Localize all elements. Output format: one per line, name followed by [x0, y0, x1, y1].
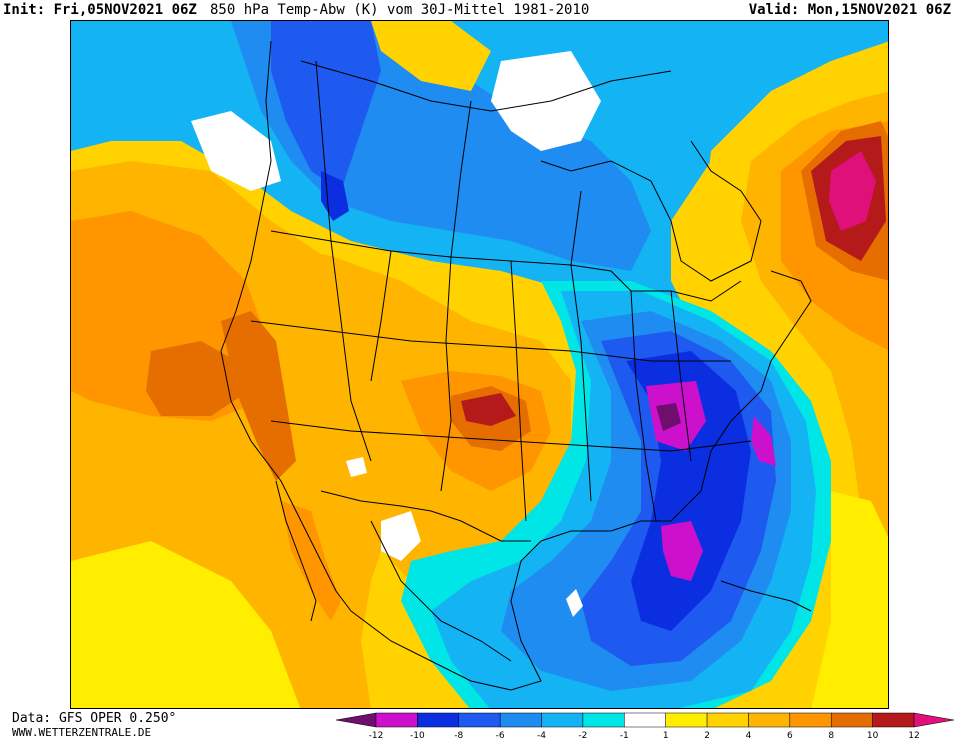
- legend-tick-label: -10: [410, 731, 425, 740]
- legend-tick-label: 4: [746, 731, 752, 740]
- coastline-baja: [275, 480, 317, 622]
- legend-tick-label: 1: [663, 731, 669, 740]
- field-neg10-gulf: [661, 521, 703, 581]
- legend-swatch: [624, 712, 666, 728]
- legend-arrow-min: [335, 712, 377, 728]
- coastline-gulf: [540, 490, 702, 542]
- legend-swatch: [706, 712, 749, 728]
- legend-tick-label: -6: [496, 731, 505, 740]
- coastline-west: [220, 40, 352, 612]
- legend-tick-label: -1: [620, 731, 629, 740]
- legend-tick-label: -12: [369, 731, 384, 740]
- init-time: Init: Fri,05NOV2021 06Z: [3, 2, 197, 18]
- coastline-arctic: [300, 60, 672, 112]
- legend-tick-label: -8: [454, 731, 463, 740]
- legend-swatch: [665, 712, 708, 728]
- legend-swatch: [582, 712, 625, 728]
- legend-tick-label: 2: [704, 731, 710, 740]
- field-pos1-pacific-south: [71, 541, 301, 708]
- field-neg10-east-coast: [751, 416, 776, 466]
- legend-swatch: [541, 712, 584, 728]
- field-zero-mexico-2: [346, 457, 367, 477]
- legend-swatch: [830, 712, 873, 728]
- border-canada-prov-2: [450, 100, 472, 258]
- field-zero-arctic: [491, 51, 601, 151]
- website-link: WWW.WETTERZENTRALE.DE: [12, 726, 152, 739]
- border-state-1: [330, 240, 372, 462]
- coastline-cuba: [720, 580, 812, 612]
- legend-tick-label: -4: [537, 731, 546, 740]
- header-bar: Init: Fri,05NOV2021 06Z 850 hPa Temp-Abw…: [0, 0, 959, 20]
- field-neg6-canada: [271, 21, 381, 191]
- field-pos1-atlantic-se: [811, 491, 888, 708]
- field-pos8-pacific: [146, 341, 241, 416]
- legend-swatch: [872, 712, 915, 728]
- field-neg12-east: [656, 403, 681, 431]
- coastline-hudson: [540, 140, 762, 282]
- legend-tick-label: 12: [908, 731, 919, 740]
- anomaly-map: [70, 20, 889, 709]
- border-state-5: [570, 264, 592, 502]
- legend-swatch: [499, 712, 542, 728]
- legend-swatch: [789, 712, 832, 728]
- field-pos10-plains: [461, 393, 516, 426]
- legend-tick-label: -2: [578, 731, 587, 740]
- footer-info: Data: GFS OPER 0.250° WWW.WETTERZENTRALE…: [12, 712, 176, 740]
- legend-swatch: [748, 712, 791, 728]
- border-state-7: [670, 290, 692, 462]
- legend-tick-label: 6: [787, 731, 793, 740]
- color-legend: -12 -10 -8 -6 -4 -2 -1 1 2 4 6 8 10 12: [334, 712, 956, 740]
- data-source: Data: GFS OPER 0.250°: [12, 711, 177, 726]
- map-title: 850 hPa Temp-Abw (K) vom 30J-Mittel 1981…: [210, 2, 590, 18]
- legend-swatch: [417, 712, 460, 728]
- border-state-6: [630, 290, 657, 522]
- border-lat-2: [270, 420, 752, 452]
- coastline-mexico: [350, 540, 542, 691]
- field-pos6-baja: [281, 501, 341, 621]
- legend-tick-label: 10: [867, 731, 879, 740]
- border-mexico-states: [370, 520, 512, 662]
- anomaly-map-svg: [71, 21, 888, 708]
- border-lat-1: [250, 320, 731, 362]
- field-pos8-cal: [221, 311, 296, 481]
- border-state-2: [370, 250, 392, 382]
- color-legend-svg: -12 -10 -8 -6 -4 -2 -1 1 2 4 6 8 10 12: [335, 712, 955, 740]
- border-us-mexico: [320, 490, 531, 542]
- legend-arrow-max: [913, 712, 955, 728]
- legend-swatch: [375, 712, 418, 728]
- legend-tick-label: 8: [828, 731, 834, 740]
- field-zero-west-coast: [191, 111, 281, 191]
- field-pos4-plains: [251, 241, 571, 591]
- border-canada-prov-3: [570, 190, 582, 266]
- legend-swatch: [458, 712, 501, 728]
- field-pos1-arctic: [371, 21, 491, 91]
- valid-time: Valid: Mon,15NOV2021 06Z: [748, 2, 951, 18]
- field-zero-gulf: [566, 589, 583, 617]
- coastline-east: [700, 270, 812, 492]
- border-canada-prov: [315, 60, 332, 242]
- field-zero-mexico: [381, 511, 421, 561]
- border-state-3: [440, 256, 452, 492]
- border-state-4: [510, 260, 527, 522]
- field-pos12-atlantic-ne: [829, 151, 876, 231]
